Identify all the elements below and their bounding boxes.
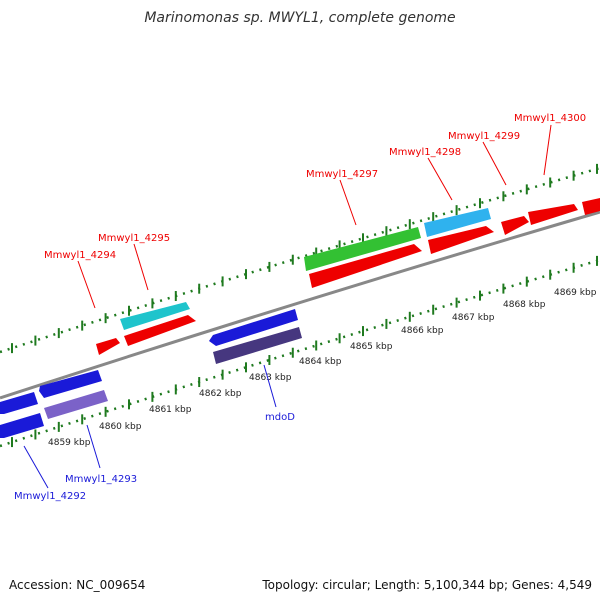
label-leader-line: [77, 260, 96, 309]
outer-tick-track: [0, 166, 600, 354]
forward-gene-feature[interactable]: [428, 226, 494, 254]
gene-label-mmwyl1-4293[interactable]: Mmwyl1_4293: [65, 474, 137, 485]
scale-tick-label: 4867 kbp: [452, 313, 495, 323]
label-leader-line: [86, 424, 101, 469]
reverse-gene-feature[interactable]: [39, 370, 102, 398]
accession-text: Accession: NC_009654: [9, 578, 146, 592]
forward-gene-feature[interactable]: [582, 198, 600, 215]
scale-tick-label: 4861 kbp: [149, 405, 192, 415]
scale-tick-labels: 4859 kbp 4860 kbp 4861 kbp 4862 kbp 4863 kbp…: [48, 288, 597, 448]
scale-tick-label: 4859 kbp: [48, 438, 91, 448]
scale-tick-label: 4868 kbp: [503, 300, 546, 310]
label-leader-line: [263, 364, 277, 408]
forward-gene-feature[interactable]: [96, 338, 120, 355]
gene-label-mmwyl1-4297[interactable]: Mmwyl1_4297: [306, 169, 378, 180]
genome-summary-text: Topology: circular; Length: 5,100,344 bp…: [262, 578, 592, 592]
reverse-gene-feature[interactable]: [44, 390, 108, 419]
forward-gene-feature[interactable]: [501, 216, 529, 235]
genome-backbone: [0, 210, 600, 400]
scale-ticks: [11, 163, 598, 448]
reverse-gene-feature[interactable]: [209, 309, 298, 346]
label-leader-line: [133, 243, 149, 291]
scale-tick-label: 4862 kbp: [199, 389, 242, 399]
inner-tick-track: [0, 258, 600, 448]
scale-tick-label: 4869 kbp: [554, 288, 597, 298]
gene-label-mmwyl1-4300[interactable]: Mmwyl1_4300: [514, 113, 586, 124]
scale-tick-label: 4865 kbp: [350, 342, 393, 352]
scale-tick-label: 4860 kbp: [99, 422, 142, 432]
gene-label-mmwyl1-4298[interactable]: Mmwyl1_4298: [389, 147, 461, 158]
forward-gene-feature[interactable]: [304, 227, 421, 271]
forward-gene-labels: Mmwyl1_4294 Mmwyl1_4295 Mmwyl1_4297 Mmwy…: [44, 113, 586, 309]
forward-gene-feature[interactable]: [120, 302, 190, 330]
scale-tick-label: 4864 kbp: [299, 357, 342, 367]
scale-tick-label: 4866 kbp: [401, 326, 444, 336]
gene-label-mmwyl1-4295[interactable]: Mmwyl1_4295: [98, 233, 170, 244]
forward-gene-feature[interactable]: [124, 315, 196, 346]
reverse-gene-feature[interactable]: [0, 392, 38, 414]
reverse-gene-feature[interactable]: [213, 327, 302, 364]
gene-label-mmwyl1-4294[interactable]: Mmwyl1_4294: [44, 250, 116, 261]
label-leader-line: [427, 157, 453, 201]
forward-gene-feature[interactable]: [424, 208, 491, 237]
scale-tick-label: 4863 kbp: [249, 373, 292, 383]
map-title: Marinomonas sp. MWYL1, complete genome: [144, 10, 455, 26]
reverse-gene-feature[interactable]: [0, 413, 44, 438]
reverse-gene-labels: Mmwyl1_4292 Mmwyl1_4293 mdoD: [14, 364, 295, 502]
label-leader-line: [482, 141, 507, 186]
gene-label-mmwyl1-4292[interactable]: Mmwyl1_4292: [14, 491, 86, 502]
forward-strand-genes: [96, 198, 600, 355]
label-leader-line: [543, 124, 552, 176]
gene-label-mdod[interactable]: mdoD: [265, 412, 295, 423]
label-leader-line: [339, 179, 357, 226]
forward-gene-feature[interactable]: [528, 204, 578, 225]
label-leader-line: [23, 445, 49, 489]
reverse-strand-genes: [0, 309, 302, 438]
forward-gene-feature[interactable]: [309, 244, 422, 288]
gene-label-mmwyl1-4299[interactable]: Mmwyl1_4299: [448, 131, 520, 142]
